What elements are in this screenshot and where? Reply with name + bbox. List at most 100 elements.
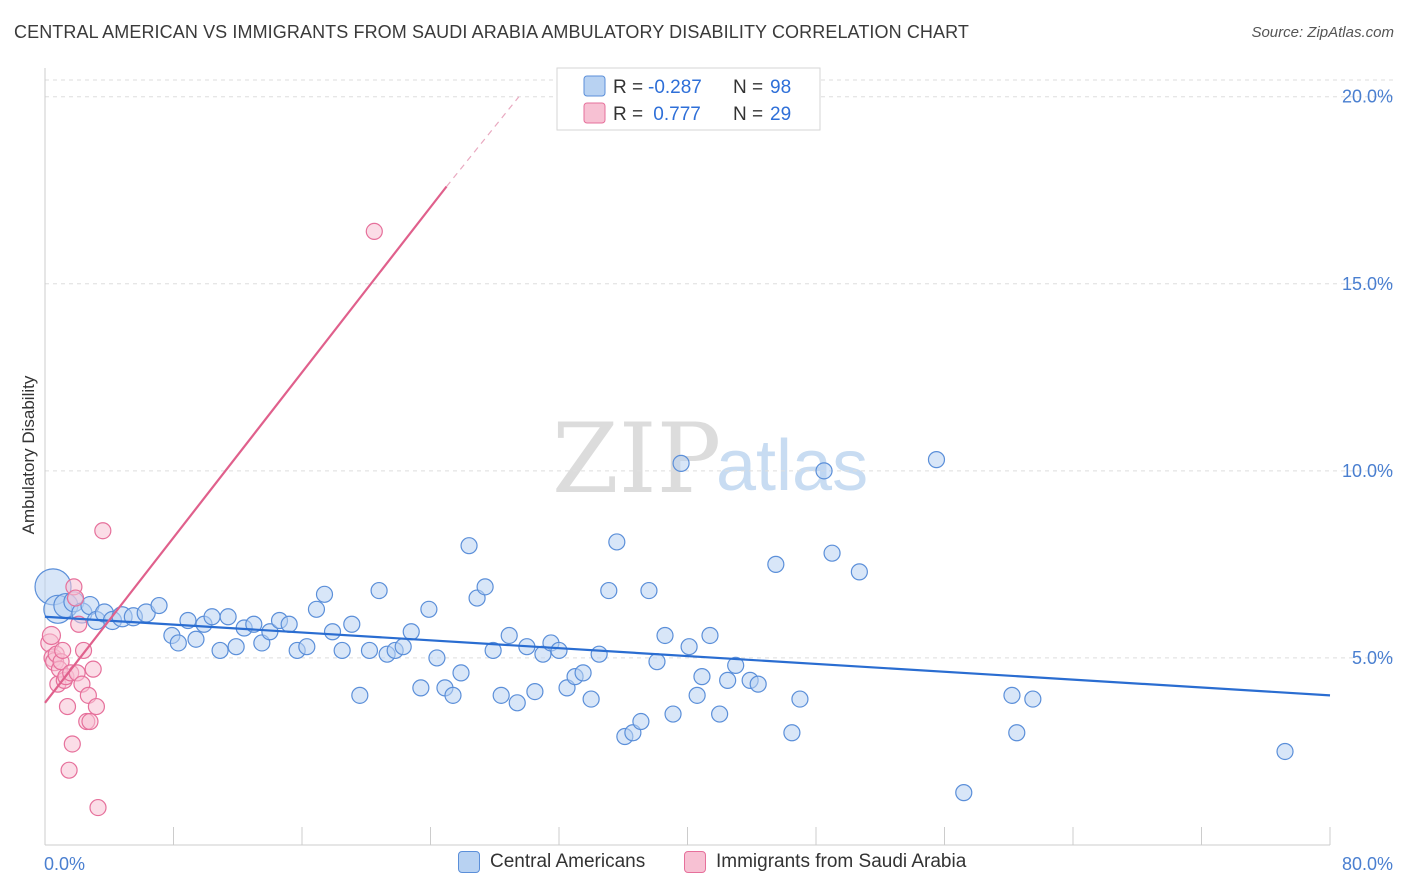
series-central-americans <box>34 451 1294 802</box>
top-legend-n-label-pink: N = <box>733 104 763 125</box>
y-tick-label-1: 10.0% <box>1342 461 1393 481</box>
central-americans-point-37 <box>370 581 388 600</box>
central-americans-point-85 <box>783 724 801 742</box>
central-americans-point-77 <box>693 668 711 686</box>
central-americans-point-76 <box>688 686 706 704</box>
central-americans-point-92 <box>1003 686 1021 704</box>
central-americans-point-29 <box>298 638 316 656</box>
central-americans-point-36 <box>360 641 379 660</box>
legend-label-central-americans: Central Americans <box>490 851 646 872</box>
top-legend: R = -0.287 N = 98 R = 0.777 N = 29 <box>556 67 821 131</box>
central-americans-point-63 <box>582 690 600 708</box>
legend-swatch-pink <box>684 851 706 873</box>
top-legend-r-value-blue: -0.287 <box>648 77 702 98</box>
watermark-atlas: atlas <box>716 426 868 506</box>
trend-line-saudi-arabia-extension <box>446 96 520 187</box>
central-americans-point-50 <box>476 578 494 596</box>
axes <box>44 68 1331 846</box>
central-americans-point-42 <box>412 679 430 697</box>
central-americans-point-21 <box>227 638 245 656</box>
legend-item-saudi-arabia[interactable]: Immigrants from Saudi Arabia <box>684 851 966 873</box>
central-americans-point-64 <box>590 645 608 663</box>
central-americans-point-20 <box>219 608 237 626</box>
central-americans-point-52 <box>492 686 510 704</box>
saudi-arabia-point-27 <box>94 522 112 540</box>
central-americans-point-34 <box>343 615 361 633</box>
y-tick-labels: 5.0% 10.0% 15.0% 20.0% <box>1342 87 1393 668</box>
legend-item-central-americans[interactable]: Central Americans <box>458 851 645 873</box>
central-americans-point-71 <box>648 653 666 671</box>
central-americans-point-33 <box>333 641 351 660</box>
central-americans-point-69 <box>632 712 650 731</box>
central-americans-point-78 <box>701 626 719 645</box>
saudi-arabia-point-23 <box>81 712 99 731</box>
y-tick-label-0: 5.0% <box>1352 648 1393 668</box>
legend-swatch-blue <box>458 851 480 873</box>
x-tick-label-1: 80.0% <box>1342 854 1393 874</box>
central-americans-point-53 <box>500 626 518 645</box>
y-tick-label-2: 15.0% <box>1342 274 1393 294</box>
central-americans-point-32 <box>323 623 342 641</box>
saudi-arabia-point-11 <box>58 697 77 716</box>
central-americans-point-46 <box>444 686 462 704</box>
series-saudi-arabia <box>40 222 383 817</box>
central-americans-point-44 <box>428 649 446 667</box>
saudi-arabia-point-1 <box>41 625 62 646</box>
saudi-arabia-point-26 <box>89 798 107 817</box>
top-legend-swatch-pink <box>583 102 606 124</box>
central-americans-point-62 <box>574 664 592 682</box>
central-americans-point-27 <box>280 615 298 633</box>
central-americans-point-65 <box>600 581 618 600</box>
central-americans-point-79 <box>711 705 729 723</box>
central-americans-point-75 <box>680 638 698 656</box>
central-americans-point-70 <box>640 581 658 600</box>
central-americans-point-19 <box>211 641 229 660</box>
saudi-arabia-point-14 <box>63 735 81 753</box>
grid-lines <box>45 79 1395 659</box>
central-americans-point-41 <box>402 623 420 641</box>
saudi-arabia-point-16 <box>66 589 85 607</box>
central-americans-point-84 <box>767 555 785 573</box>
central-americans-point-47 <box>452 664 470 682</box>
top-legend-r-label-pink: R = <box>613 104 643 125</box>
central-americans-point-95 <box>1276 742 1294 761</box>
saudi-arabia-point-8 <box>54 641 72 660</box>
central-americans-point-86 <box>791 690 809 708</box>
central-americans-point-40 <box>394 638 412 656</box>
central-americans-point-87 <box>815 462 833 480</box>
x-tick-label-0: 0.0% <box>44 854 85 874</box>
central-americans-point-14 <box>169 634 187 652</box>
chart-title: CENTRAL AMERICAN VS IMMIGRANTS FROM SAUD… <box>14 22 969 42</box>
central-americans-point-54 <box>508 694 526 712</box>
central-americans-point-35 <box>351 686 369 704</box>
central-americans-point-90 <box>927 451 946 469</box>
trend-lines <box>44 96 1331 704</box>
central-americans-point-31 <box>315 585 334 603</box>
x-tick-labels: 0.0% 80.0% <box>44 854 1393 874</box>
watermark-zip: ZIP <box>552 403 721 515</box>
central-americans-point-81 <box>727 656 745 675</box>
legend-label-saudi-arabia: Immigrants from Saudi Arabia <box>716 851 967 872</box>
top-legend-n-value-pink: 29 <box>770 104 791 125</box>
bottom-legend: Central Americans Immigrants from Saudi … <box>0 851 1406 879</box>
source-label: Source: ZipAtlas.com <box>1251 24 1394 41</box>
central-americans-point-74 <box>672 454 690 472</box>
trend-line-central-americans <box>44 615 1331 697</box>
central-americans-point-66 <box>608 533 626 551</box>
central-americans-point-80 <box>719 671 737 689</box>
central-americans-point-94 <box>1024 690 1042 708</box>
central-americans-point-73 <box>664 705 682 723</box>
central-americans-point-59 <box>550 641 568 660</box>
central-americans-point-16 <box>187 630 205 648</box>
saudi-arabia-point-24 <box>84 660 102 678</box>
central-americans-point-48 <box>460 537 478 555</box>
central-americans-point-18 <box>203 608 221 626</box>
central-americans-point-91 <box>955 784 973 802</box>
saudi-arabia-point-28 <box>365 222 383 240</box>
central-americans-point-30 <box>307 600 326 618</box>
saudi-arabia-point-18 <box>70 615 88 633</box>
saudi-arabia-point-25 <box>87 697 106 716</box>
central-americans-point-43 <box>420 600 438 618</box>
saudi-arabia-point-12 <box>60 761 78 779</box>
